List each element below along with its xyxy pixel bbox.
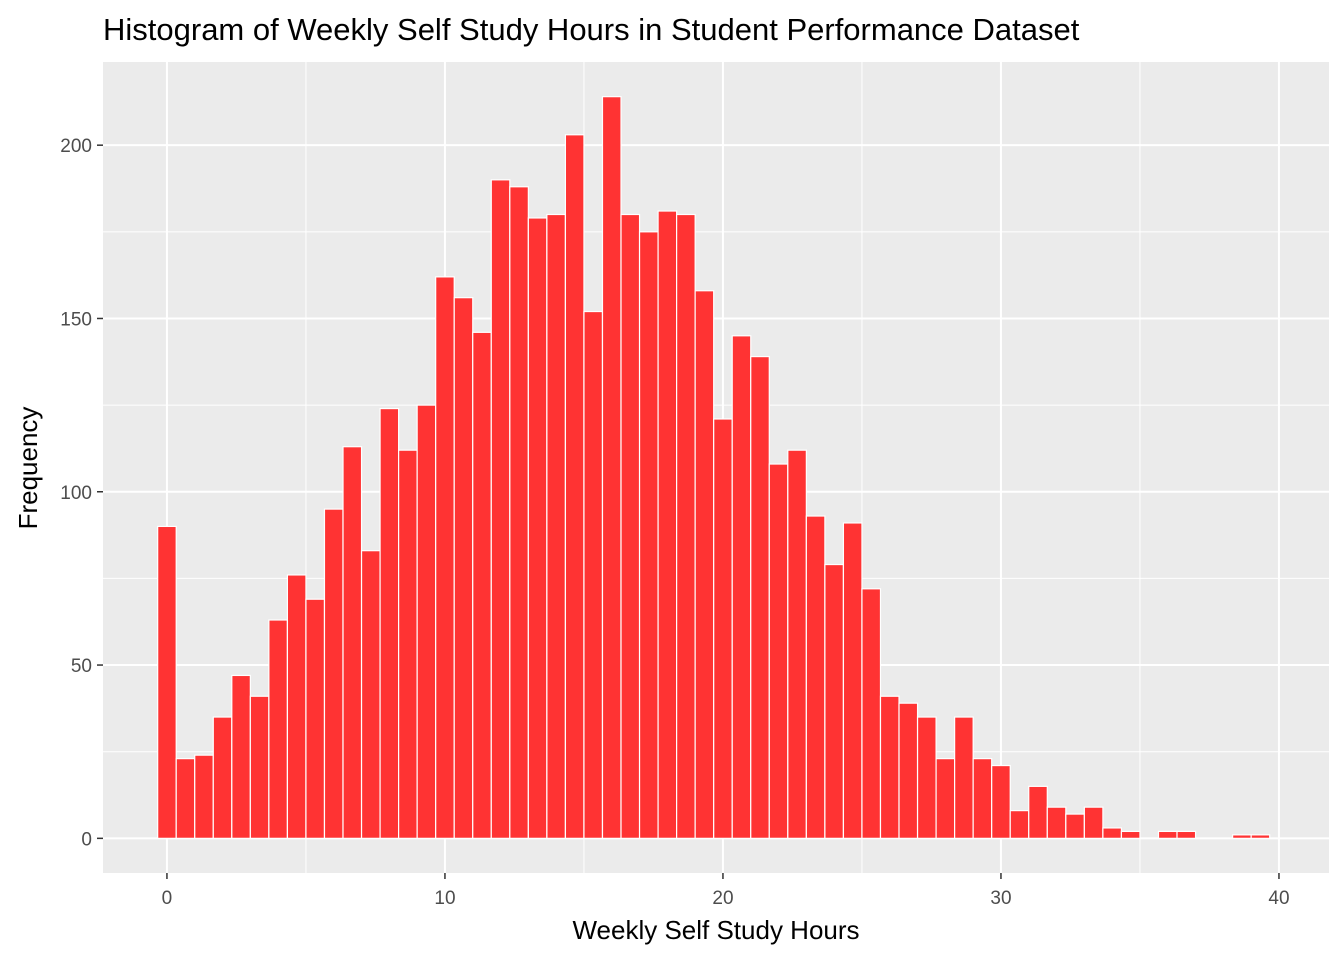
- histogram-bar: [954, 716, 974, 839]
- histogram-bar: [360, 550, 381, 839]
- histogram-bar: [249, 695, 270, 839]
- histogram-bar: [472, 331, 492, 839]
- histogram-bar: [805, 515, 826, 839]
- histogram-bar: [212, 716, 233, 839]
- x-tick-label: 40: [1268, 888, 1289, 909]
- x-axis: 0 10 20 30 40: [162, 873, 1290, 909]
- histogram-bar: [861, 588, 882, 839]
- x-tick-label: 0: [162, 888, 173, 909]
- histogram-bar: [305, 598, 326, 839]
- y-tick-label: 100: [60, 483, 92, 504]
- histogram-bar: [1176, 830, 1197, 839]
- histogram-bar: [991, 764, 1011, 839]
- histogram-bar: [1157, 830, 1178, 839]
- histogram-bar: [694, 290, 715, 839]
- histogram-bar: [601, 96, 622, 839]
- histogram-bar: [157, 525, 177, 839]
- histogram-bar: [1009, 810, 1030, 839]
- histogram-bar: [750, 355, 770, 839]
- histogram-bar: [1120, 830, 1141, 839]
- histogram-bar: [879, 695, 900, 839]
- histogram-bar: [379, 407, 400, 839]
- histogram-bar: [231, 674, 251, 839]
- histogram-bar: [1083, 806, 1104, 839]
- x-tick-label: 10: [434, 888, 455, 909]
- histogram-bars: [157, 96, 1271, 839]
- histogram-bar: [824, 563, 845, 839]
- y-tick-label: 150: [60, 309, 92, 330]
- histogram-bar: [768, 463, 789, 839]
- histogram-bar: [1232, 834, 1252, 839]
- histogram-bar: [657, 210, 678, 839]
- x-tick-label: 20: [712, 888, 733, 909]
- histogram-bar: [490, 179, 511, 839]
- histogram-bar: [286, 574, 307, 839]
- histogram-bar: [323, 508, 344, 839]
- histogram-bar: [435, 276, 455, 839]
- histogram-bar: [676, 213, 696, 839]
- histogram-bar: [194, 754, 214, 839]
- histogram-bar: [268, 619, 289, 839]
- histogram-bar: [620, 213, 641, 839]
- y-tick-label: 0: [81, 829, 92, 850]
- histogram-bar: [1028, 785, 1048, 839]
- histogram-bar: [342, 446, 363, 839]
- histogram-bar: [787, 449, 807, 839]
- histogram-bar: [713, 418, 733, 839]
- histogram-bar: [898, 702, 919, 839]
- histogram-bar: [842, 522, 863, 839]
- histogram-bar: [916, 716, 937, 839]
- histogram-bar: [1250, 834, 1271, 839]
- histogram-bar: [731, 335, 752, 839]
- histogram-bar: [175, 758, 196, 839]
- y-tick-label: 200: [60, 136, 92, 157]
- y-axis: 0 50 100 150 200: [60, 136, 103, 850]
- histogram-bar: [509, 186, 529, 839]
- histogram-bar: [416, 404, 437, 839]
- histogram-bar: [398, 449, 418, 839]
- chart-title: Histogram of Weekly Self Study Hours in …: [103, 12, 1080, 47]
- histogram-bar: [583, 310, 604, 839]
- y-axis-title: Frequency: [13, 407, 43, 530]
- y-tick-label: 50: [71, 656, 92, 677]
- histogram-bar: [453, 297, 474, 839]
- histogram-bar: [638, 231, 659, 839]
- histogram-bar: [972, 758, 993, 839]
- histogram-bar: [1046, 806, 1067, 839]
- histogram-bar: [1065, 813, 1085, 839]
- histogram-bar: [1102, 827, 1123, 839]
- histogram-bar: [564, 134, 585, 839]
- histogram-bar: [935, 758, 956, 839]
- histogram-bar: [546, 213, 567, 839]
- x-axis-title: Weekly Self Study Hours: [572, 915, 859, 945]
- histogram-bar: [527, 217, 548, 839]
- x-tick-label: 30: [990, 888, 1011, 909]
